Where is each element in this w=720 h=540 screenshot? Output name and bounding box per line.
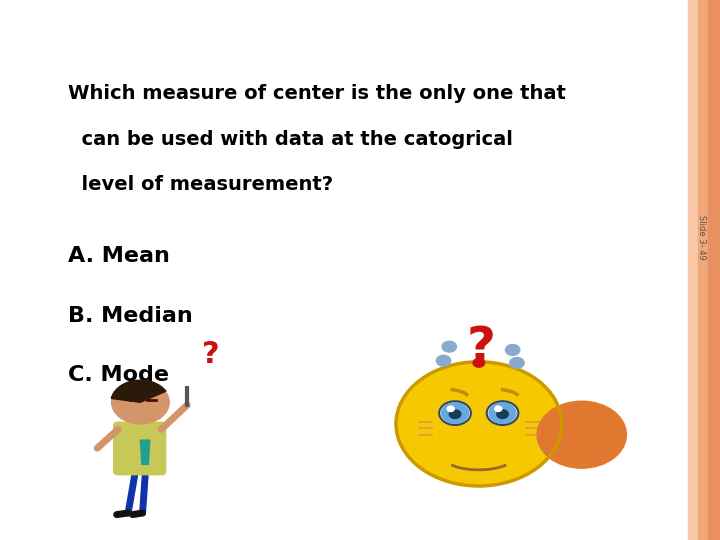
Circle shape	[396, 362, 562, 486]
Circle shape	[510, 357, 524, 368]
Circle shape	[489, 403, 516, 423]
Text: ?: ?	[202, 340, 220, 369]
Circle shape	[497, 410, 508, 418]
Circle shape	[505, 345, 520, 355]
Text: Slide 3- 49: Slide 3- 49	[697, 215, 706, 260]
Circle shape	[449, 410, 461, 418]
Text: Which measure of center is the only one that: Which measure of center is the only one …	[68, 84, 566, 103]
Circle shape	[537, 401, 626, 468]
Circle shape	[495, 406, 502, 411]
Text: B. Median: B. Median	[68, 306, 193, 326]
Text: A. Mean: A. Mean	[68, 246, 170, 267]
FancyBboxPatch shape	[114, 422, 166, 475]
Circle shape	[439, 401, 471, 425]
FancyBboxPatch shape	[176, 325, 246, 385]
Text: ?: ?	[467, 325, 495, 372]
Circle shape	[447, 406, 454, 411]
Wedge shape	[112, 380, 166, 402]
Circle shape	[112, 381, 169, 424]
Circle shape	[487, 401, 518, 425]
Text: can be used with data at the catogrical: can be used with data at the catogrical	[68, 130, 513, 148]
Circle shape	[473, 359, 485, 367]
Bar	[698, 0, 708, 540]
Circle shape	[441, 403, 469, 423]
Text: level of measurement?: level of measurement?	[68, 176, 333, 194]
Circle shape	[442, 341, 456, 352]
Polygon shape	[140, 440, 150, 464]
Circle shape	[436, 355, 451, 366]
Bar	[708, 0, 720, 540]
Text: C. Mode: C. Mode	[68, 365, 169, 386]
Bar	[688, 0, 698, 540]
